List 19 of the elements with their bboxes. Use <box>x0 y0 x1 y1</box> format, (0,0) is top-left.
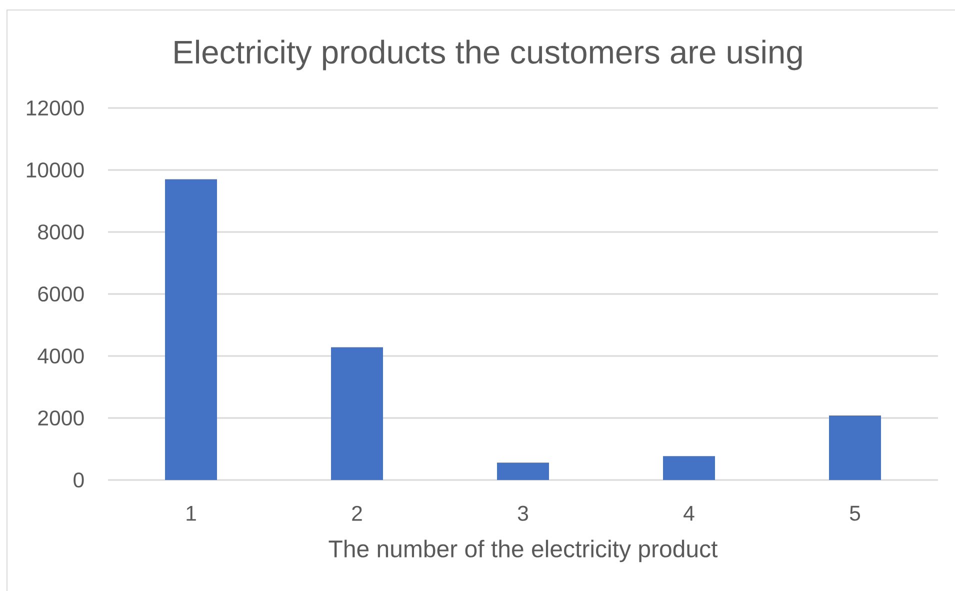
y-tick-label: 8000 <box>38 224 84 240</box>
y-tick-label: 6000 <box>38 286 84 302</box>
x-tick-label: 5 <box>850 506 860 521</box>
bar <box>829 416 882 480</box>
bar <box>165 179 218 480</box>
y-tick-label: 4000 <box>38 348 84 364</box>
x-tick-label: 3 <box>518 506 528 521</box>
x-axis-title: The number of the electricity product <box>328 540 718 562</box>
y-tick-label: 0 <box>74 472 84 488</box>
x-tick-label: 1 <box>186 506 196 521</box>
bar <box>497 462 550 480</box>
y-tick-label: 10000 <box>26 162 84 178</box>
x-tick-label: 4 <box>684 506 694 521</box>
bar <box>663 456 716 480</box>
x-tick-label: 2 <box>352 506 362 521</box>
y-tick-label: 2000 <box>38 410 84 426</box>
y-tick-label: 12000 <box>26 100 84 116</box>
chart-title: Electricity products the customers are using <box>174 40 802 70</box>
bar <box>331 347 384 480</box>
